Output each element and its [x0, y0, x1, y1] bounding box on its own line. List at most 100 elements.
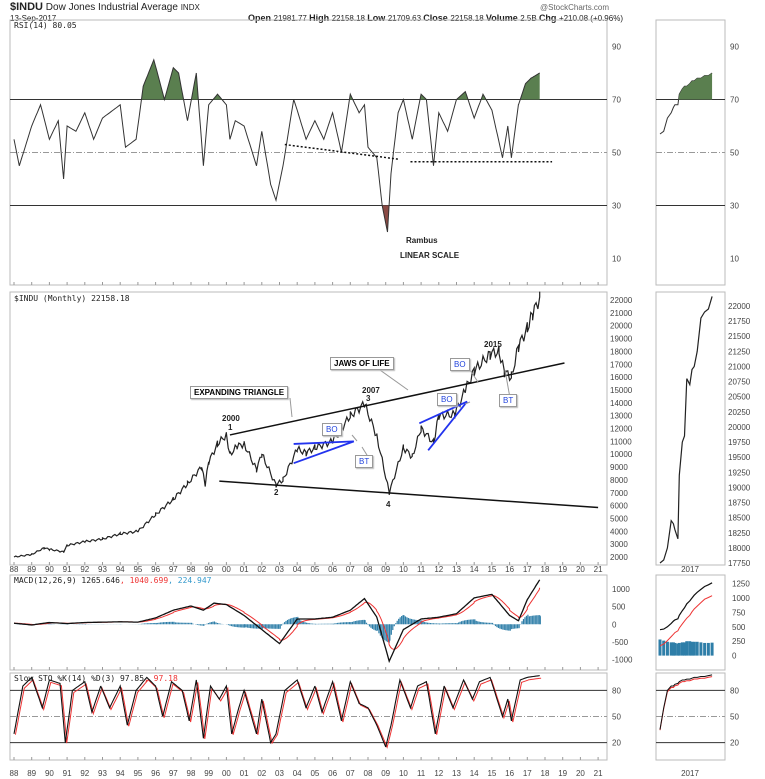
xaxis-tick-label: 10: [399, 565, 408, 574]
detail-macd-histogram-bar: [677, 642, 681, 656]
backtest-callout: BT: [355, 455, 374, 468]
macd-histogram-bar: [418, 620, 420, 625]
macd-histogram-bar: [481, 622, 483, 625]
xaxis-tick-label: 03: [275, 565, 284, 574]
macd-histogram-bar: [152, 623, 154, 625]
macd-histogram-bar: [429, 623, 432, 625]
macd-histogram-bar: [364, 620, 366, 625]
macd-histogram-bar: [362, 619, 364, 625]
xaxis-tick-label: 04: [293, 565, 302, 574]
detail-macd-histogram-bar: [680, 642, 684, 656]
macd-histogram-bar: [486, 622, 488, 625]
quote-key: Close: [423, 13, 451, 23]
macd-histogram-bar: [356, 620, 358, 625]
xaxis-tick-label: 01: [240, 769, 249, 778]
xaxis-tick-label: 10: [399, 769, 408, 778]
detail-macd-histogram-bar: [665, 641, 669, 656]
xaxis-tick-label: 95: [133, 769, 142, 778]
macd-histogram-bar: [396, 620, 398, 625]
macd-histogram-bar: [508, 624, 510, 631]
price-axis-tick: 21000: [610, 309, 633, 318]
detail-macd-histogram-bar: [688, 641, 692, 656]
macd-histogram-bar: [232, 624, 234, 627]
sto-k-line: [13, 675, 540, 748]
xaxis-tick-label: 20: [576, 769, 585, 778]
rsi-axis-tick: 50: [612, 149, 621, 158]
macd-histogram-bar: [456, 623, 458, 625]
macd-histogram-bar: [227, 624, 230, 626]
macd-histogram-bar: [446, 623, 448, 625]
macd-histogram-bar: [347, 622, 349, 625]
price-axis-tick: 12000: [610, 425, 633, 434]
macd-histogram-bar: [378, 624, 380, 634]
macd-histogram-bar: [207, 623, 210, 625]
price-axis-tick: 9000: [610, 463, 628, 472]
quote-value-close: 22158.18: [450, 14, 486, 23]
macd-histogram-bar: [322, 623, 324, 625]
price-axis-tick: 15000: [610, 386, 633, 395]
macd-histogram-bar: [288, 619, 290, 625]
rsi-axis-tick: 30: [612, 202, 621, 211]
macd-histogram-bar: [531, 615, 533, 625]
macd-histogram-bar: [422, 621, 424, 625]
price-axis-tick: 8000: [610, 476, 628, 485]
macd-histogram-bar: [459, 621, 461, 625]
macd-histogram-bar: [514, 624, 516, 629]
macd-histogram-bar: [367, 624, 369, 625]
macd-histogram-bar: [239, 624, 241, 628]
macd-histogram-bar: [539, 616, 541, 625]
macd-histogram-bar: [270, 624, 272, 629]
macd-histogram-bar: [252, 624, 255, 629]
macd-histogram-bar: [255, 624, 258, 629]
jaws-of-life-callout: JAWS OF LIFE: [330, 357, 394, 370]
detail-xaxis-label: 2017: [681, 769, 699, 778]
macd-histogram-bar: [338, 622, 340, 625]
macd-histogram-bar: [525, 615, 528, 625]
xaxis-tick-label: 16: [505, 565, 514, 574]
macd-histogram-bar: [453, 623, 455, 625]
detail-price-tick: 22000: [728, 302, 751, 311]
macd-histogram-bar: [384, 624, 386, 641]
chart-date: 13-Sep-2017: [10, 14, 57, 23]
macd-histogram-bar: [49, 623, 51, 625]
price-legend: $INDU (Monthly) 22158.18: [14, 294, 130, 303]
detail-price-tick: 20000: [728, 423, 751, 432]
macd-histogram-bar: [342, 622, 345, 625]
macd-histogram-bar: [488, 622, 491, 625]
label-2015: 2015: [484, 340, 502, 349]
macd-histogram-bar: [191, 623, 193, 625]
macd-histogram-bar: [511, 624, 513, 630]
macd-histogram-bar: [404, 616, 407, 625]
macd-histogram-bar: [297, 618, 299, 625]
macd-histogram-bar: [434, 623, 436, 625]
detail-price-tick: 21750: [728, 317, 751, 326]
macd-histogram-bar: [344, 622, 346, 625]
macd-histogram-bar: [516, 624, 519, 629]
detail-macd-tick: 1250: [732, 580, 750, 589]
callout-pointer: [464, 401, 471, 405]
macd-histogram-bar: [505, 624, 507, 631]
xaxis-tick-label: 89: [27, 565, 36, 574]
macd-histogram-bar: [303, 621, 305, 625]
macd-histogram-bar: [515, 624, 517, 629]
detail-rsi-overbought-fill: [660, 73, 713, 100]
macd-histogram-bar: [393, 624, 395, 627]
macd-histogram-bar: [263, 624, 265, 629]
macd-histogram-bar: [382, 624, 384, 640]
xaxis-tick-label: 05: [310, 769, 319, 778]
detail-macd-histogram-bar: [690, 641, 694, 656]
macd-histogram-bar: [47, 623, 50, 625]
point-2: 2: [274, 488, 279, 497]
detail-price-tick: 18500: [728, 514, 751, 523]
macd-histogram-bar: [472, 619, 474, 625]
xaxis-tick-label: 94: [116, 565, 125, 574]
macd-histogram-bar: [480, 621, 482, 625]
macd-histogram-bar: [214, 621, 216, 625]
xaxis-tick-label: 21: [594, 565, 603, 574]
macd-histogram-bar: [273, 624, 275, 629]
macd-histogram-bar: [474, 620, 476, 625]
price-axis-tick: 18000: [610, 347, 633, 356]
breakout-callout: BO: [450, 358, 470, 371]
macd-histogram-bar: [280, 624, 283, 626]
macd-histogram-bar: [389, 624, 391, 641]
